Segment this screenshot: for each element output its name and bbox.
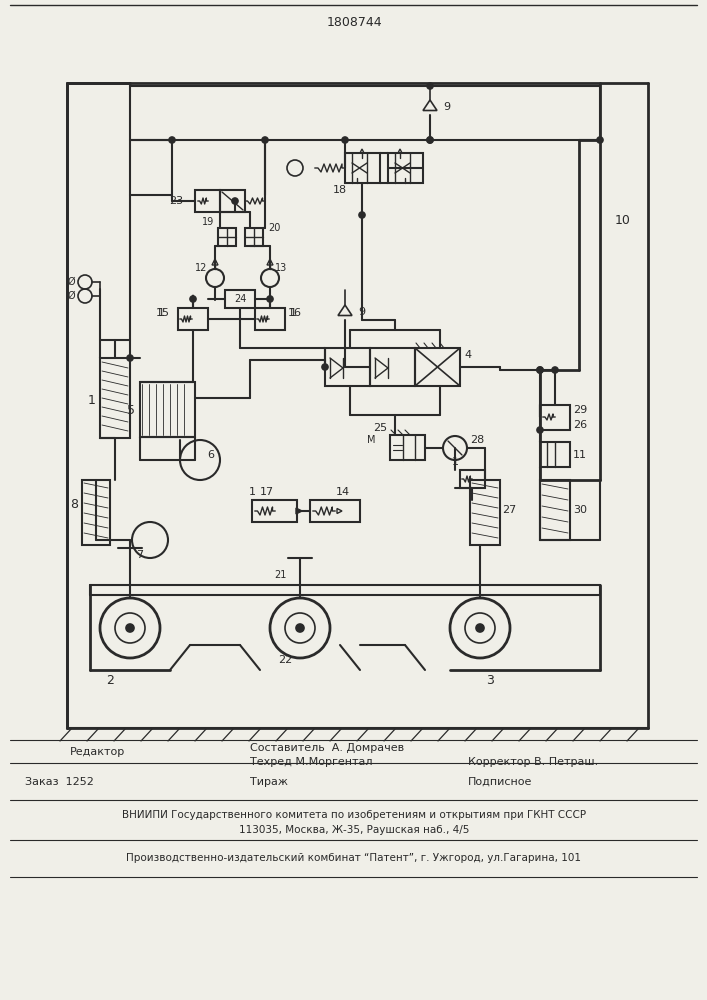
Bar <box>245 228 263 246</box>
Bar <box>195 190 220 212</box>
Text: 1: 1 <box>452 457 459 467</box>
Bar <box>540 442 570 467</box>
Text: 21: 21 <box>274 570 286 580</box>
Bar <box>220 190 245 212</box>
Text: 17: 17 <box>260 487 274 497</box>
Bar <box>370 348 415 386</box>
Text: Редактор: Редактор <box>70 747 125 757</box>
Text: 1808744: 1808744 <box>326 15 382 28</box>
Circle shape <box>127 355 133 361</box>
Text: 3: 3 <box>486 674 494 686</box>
Circle shape <box>232 198 238 204</box>
Text: 4: 4 <box>464 350 471 360</box>
Circle shape <box>322 364 328 370</box>
Bar <box>325 348 370 386</box>
Circle shape <box>476 624 484 632</box>
Text: Заказ  1252: Заказ 1252 <box>25 777 94 787</box>
Text: 14: 14 <box>336 487 350 497</box>
Bar <box>388 153 423 183</box>
Text: Тираж: Тираж <box>250 777 288 787</box>
Text: 113035, Москва, Ж-35, Раушская наб., 4/5: 113035, Москва, Ж-35, Раушская наб., 4/5 <box>239 825 469 835</box>
Text: Подписное: Подписное <box>468 777 532 787</box>
Text: 5: 5 <box>127 403 135 416</box>
Text: 9: 9 <box>358 307 365 317</box>
Text: 1: 1 <box>248 487 255 497</box>
Text: 12: 12 <box>194 263 207 273</box>
Bar <box>100 358 130 438</box>
Text: 11: 11 <box>573 450 587 460</box>
Bar <box>345 153 380 183</box>
Text: Ø: Ø <box>67 277 75 287</box>
Circle shape <box>552 367 558 373</box>
Circle shape <box>296 624 304 632</box>
Bar <box>82 480 110 545</box>
Bar <box>252 500 297 522</box>
Text: 29: 29 <box>573 405 588 415</box>
Circle shape <box>537 367 543 373</box>
Bar <box>540 480 570 540</box>
Text: Производственно-издательский комбинат “Патент”, г. Ужгород, ул.Гагарина, 101: Производственно-издательский комбинат “П… <box>127 853 581 863</box>
Text: 18: 18 <box>333 185 347 195</box>
Bar <box>310 500 360 522</box>
Text: 25: 25 <box>373 423 387 433</box>
Text: Составитель  А. Домрачев: Составитель А. Домрачев <box>250 743 404 753</box>
Text: 7: 7 <box>136 550 143 560</box>
Text: 1: 1 <box>88 393 96 406</box>
Text: 24: 24 <box>234 294 246 304</box>
Circle shape <box>190 296 196 302</box>
Bar <box>255 308 285 330</box>
Text: 16: 16 <box>288 308 302 318</box>
Circle shape <box>427 137 433 143</box>
Text: 30: 30 <box>573 505 587 515</box>
Text: 23: 23 <box>169 196 183 206</box>
Circle shape <box>427 83 433 89</box>
Text: Техред М.Моргентал: Техред М.Моргентал <box>250 757 373 767</box>
Bar <box>140 382 195 437</box>
Bar <box>218 228 236 246</box>
Text: 9: 9 <box>443 102 450 112</box>
Text: 20: 20 <box>268 223 281 233</box>
Text: Корректор В. Петраш.: Корректор В. Петраш. <box>468 757 598 767</box>
Text: 1: 1 <box>158 308 165 318</box>
Text: 10: 10 <box>615 214 631 227</box>
Text: 2: 2 <box>106 674 114 686</box>
Bar <box>178 308 208 330</box>
Circle shape <box>342 137 348 143</box>
Bar <box>460 470 485 488</box>
Circle shape <box>126 624 134 632</box>
Bar <box>390 435 425 460</box>
Circle shape <box>537 367 543 373</box>
Text: M: M <box>366 435 375 445</box>
Circle shape <box>359 212 365 218</box>
Text: 22: 22 <box>278 655 292 665</box>
Text: ВНИИПИ Государственного комитета по изобретениям и открытиям при ГКНТ СССР: ВНИИПИ Государственного комитета по изоб… <box>122 810 586 820</box>
Bar <box>470 480 500 545</box>
Circle shape <box>267 296 273 302</box>
Bar <box>415 348 460 386</box>
Text: 13: 13 <box>275 263 287 273</box>
Text: 6: 6 <box>207 450 214 460</box>
Bar <box>225 290 255 308</box>
Text: 27: 27 <box>502 505 516 515</box>
Text: 28: 28 <box>470 435 484 445</box>
Text: 8: 8 <box>70 498 78 512</box>
Text: 19: 19 <box>201 217 214 227</box>
Circle shape <box>537 427 543 433</box>
Text: Ø: Ø <box>67 291 75 301</box>
Text: 1: 1 <box>290 308 297 318</box>
Bar <box>540 405 570 430</box>
Circle shape <box>169 137 175 143</box>
Circle shape <box>427 137 433 143</box>
Circle shape <box>597 137 603 143</box>
Circle shape <box>262 137 268 143</box>
Text: 26: 26 <box>573 420 587 430</box>
Text: 15: 15 <box>156 308 170 318</box>
